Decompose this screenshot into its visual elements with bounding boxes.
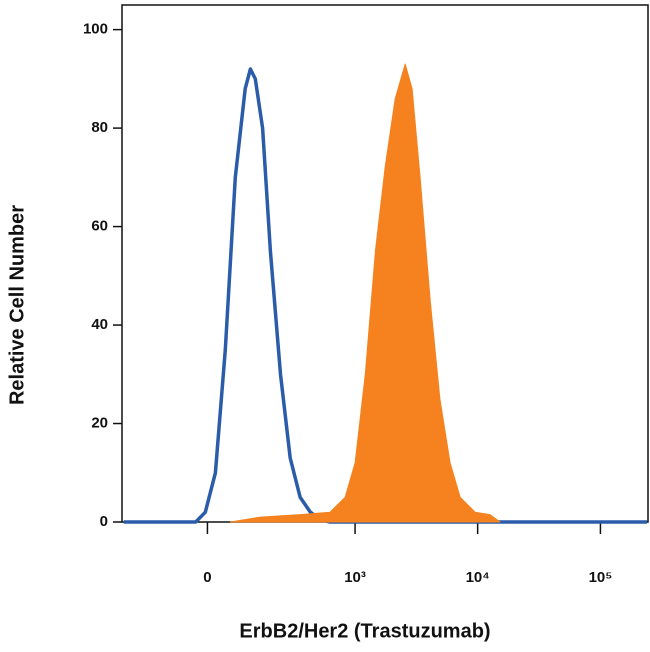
x-tick-label: 10⁴	[466, 569, 490, 586]
y-tick-label: 60	[91, 218, 108, 235]
x-tick-label: 0	[203, 569, 211, 586]
y-tick-label: 20	[91, 414, 108, 431]
sample-histogram	[229, 63, 501, 523]
y-tick-label: 40	[91, 316, 108, 333]
y-tick-label: 0	[100, 513, 108, 530]
x-tick-label: 10³	[344, 569, 366, 586]
y-tick-label: 100	[83, 21, 108, 38]
y-axis-label: Relative Cell Number	[6, 205, 28, 405]
y-tick-label: 80	[91, 119, 108, 136]
x-axis-label: ErbB2/Her2 (Trastuzumab)	[239, 620, 490, 642]
x-tick-label: 10⁵	[589, 569, 613, 586]
